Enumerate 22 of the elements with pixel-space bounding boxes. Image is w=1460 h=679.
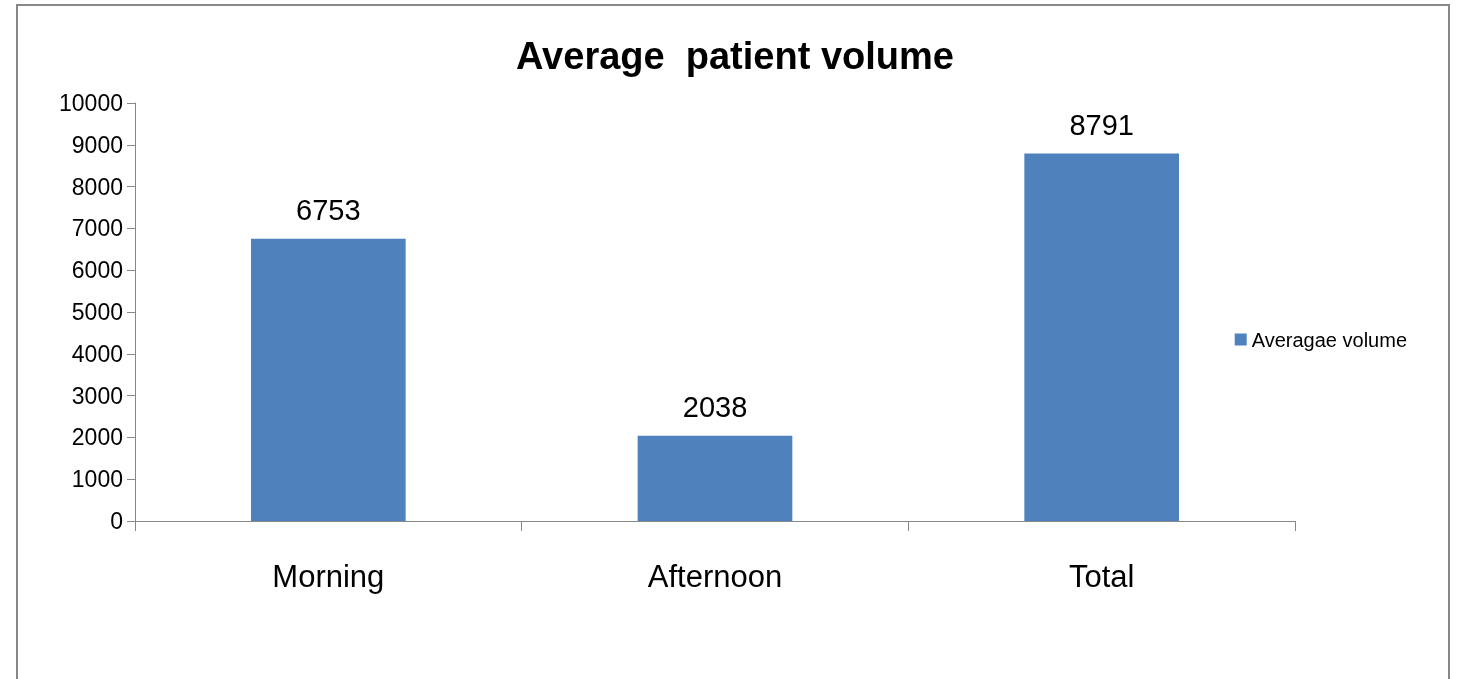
bar — [637, 435, 793, 521]
data-label: 6753 — [296, 194, 361, 227]
bar — [251, 238, 406, 521]
chart-title: Average patient volume — [516, 35, 954, 77]
y-tick-label: 10000 — [59, 90, 123, 116]
bar — [1024, 153, 1179, 521]
y-tick-label: 6000 — [71, 257, 123, 284]
x-tick-label: Morning — [272, 559, 385, 594]
y-tick-label: 9000 — [71, 131, 123, 158]
y-tick-label: 2000 — [71, 424, 123, 451]
y-tick-label: 8000 — [71, 173, 123, 200]
y-tick-label: 1000 — [71, 466, 123, 493]
x-tick-label: Afternoon — [647, 559, 783, 594]
y-tick-label: 5000 — [71, 299, 123, 325]
data-label: 2038 — [682, 391, 748, 424]
data-label: 8791 — [1069, 109, 1134, 142]
y-tick-label: 0 — [110, 508, 123, 534]
y-tick-label: 3000 — [71, 382, 123, 409]
y-tick-label: 7000 — [71, 215, 123, 242]
legend-label: Averagae volume — [1251, 328, 1408, 351]
y-tick-label: 4000 — [71, 340, 123, 367]
x-tick-label: Total — [1068, 559, 1135, 594]
